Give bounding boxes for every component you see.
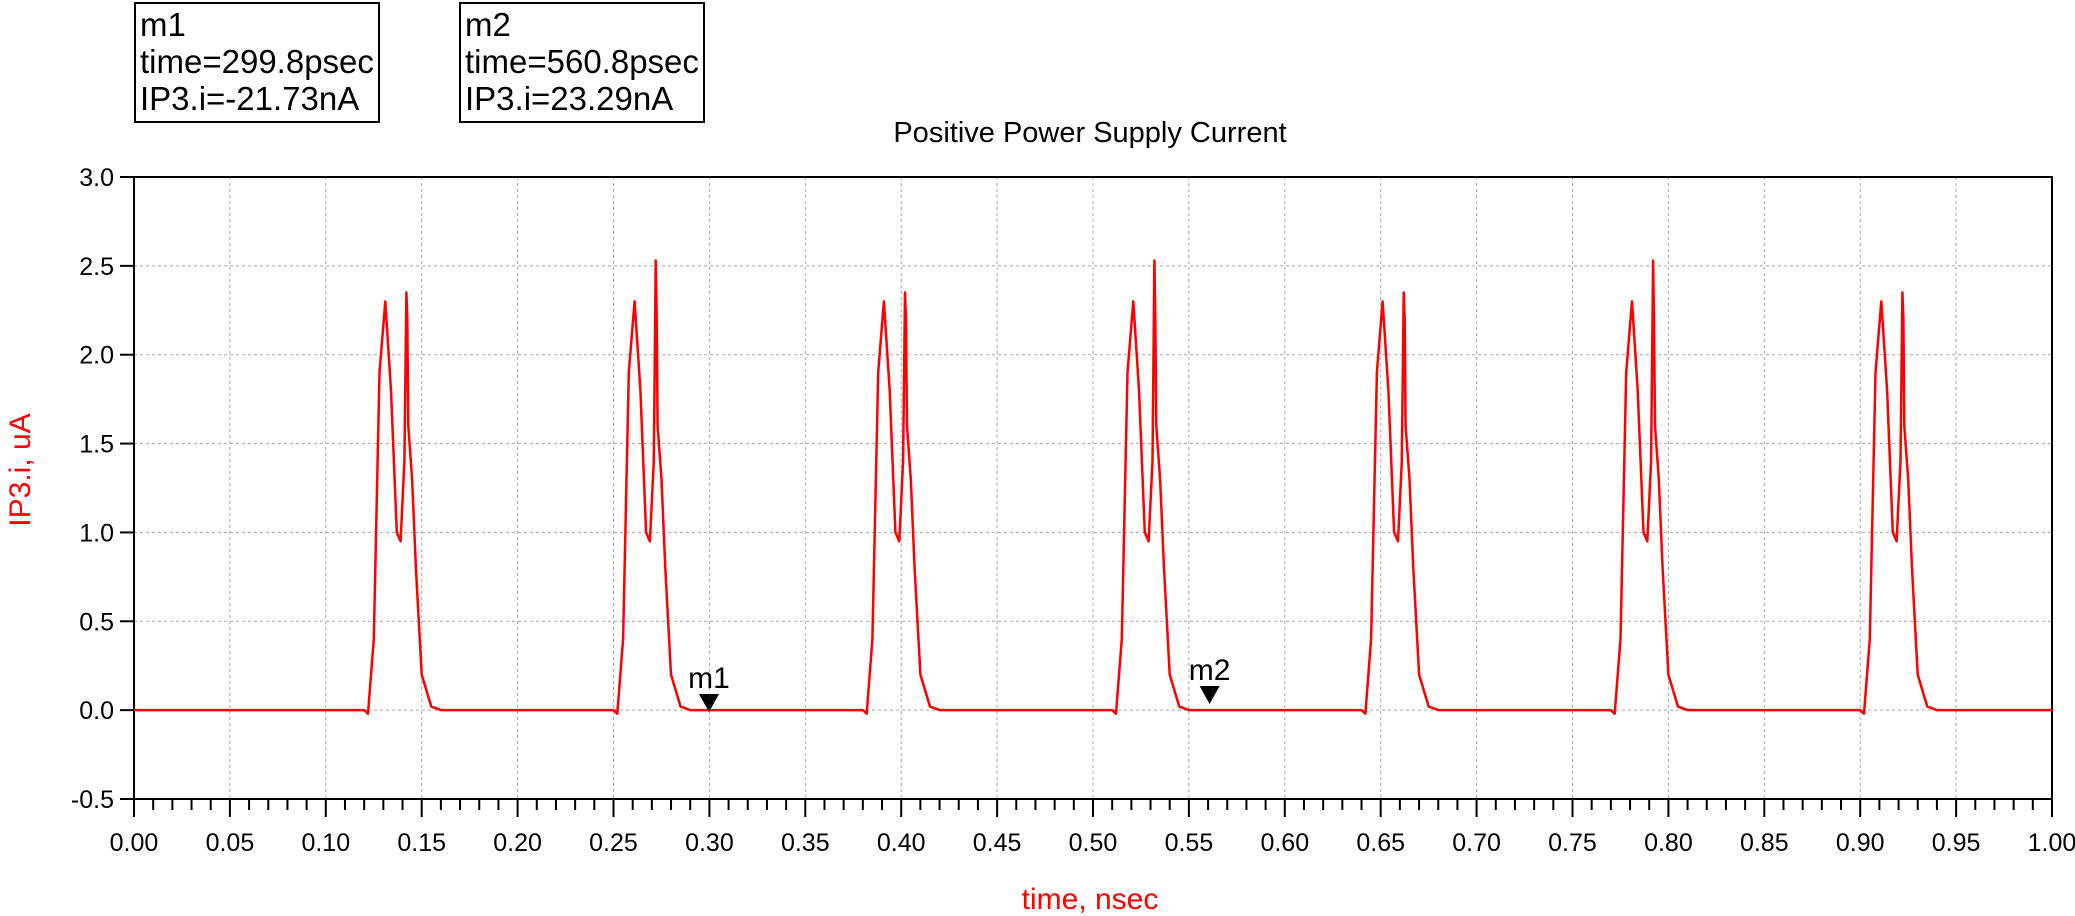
marker-triangle <box>699 694 720 713</box>
plot-frame <box>133 176 2053 800</box>
x-tick-label: 0.50 <box>1069 829 1118 857</box>
x-tick-label: 0.35 <box>781 829 830 857</box>
x-tick-label: 0.25 <box>589 829 638 857</box>
marker-name: m2 <box>465 6 511 43</box>
marker-time: time=560.8psec <box>465 43 699 80</box>
y-tick-label: 2.0 <box>79 342 114 370</box>
series-line <box>134 259 2052 715</box>
x-tick-label: 0.90 <box>1836 829 1885 857</box>
x-tick-label: 0.45 <box>973 829 1022 857</box>
y-tick-label: 0.5 <box>79 608 114 636</box>
y-tick-label: 2.5 <box>79 253 114 281</box>
x-tick-label: 0.40 <box>877 829 926 857</box>
x-tick-label: 0.00 <box>110 829 159 857</box>
y-tick-label: 3.0 <box>79 164 114 192</box>
x-tick-label: 0.15 <box>397 829 446 857</box>
marker-value: IP3.i=-21.73nA <box>140 80 360 117</box>
marker-time: time=299.8psec <box>140 43 374 80</box>
marker-name: m1 <box>140 6 186 43</box>
chart-title: Positive Power Supply Current <box>893 117 1286 149</box>
y-tick-label: -0.5 <box>71 786 114 814</box>
x-tick-label: 0.30 <box>685 829 734 857</box>
x-tick-label: 0.60 <box>1260 829 1309 857</box>
x-tick-label: 0.70 <box>1452 829 1501 857</box>
y-tick-label: 1.5 <box>79 431 114 459</box>
y-tick-label: 0.0 <box>79 697 114 725</box>
y-axis-label: IP3.i, uA <box>4 413 37 526</box>
x-tick-label: 0.10 <box>301 829 350 857</box>
x-tick-label: 0.55 <box>1165 829 1214 857</box>
x-tick-label: 0.75 <box>1548 829 1597 857</box>
marker-triangle <box>1199 686 1220 705</box>
x-tick-label: 0.65 <box>1356 829 1405 857</box>
x-tick-label: 0.20 <box>493 829 542 857</box>
marker-readout-m1: m1 time=299.8psec IP3.i=-21.73nA <box>134 2 380 123</box>
x-tick-label: 0.95 <box>1932 829 1981 857</box>
x-tick-label: 0.05 <box>206 829 255 857</box>
marker-readout-m2: m2 time=560.8psec IP3.i=23.29nA <box>459 2 705 123</box>
x-tick-label: 0.85 <box>1740 829 1789 857</box>
y-tick-label: 1.0 <box>79 519 114 547</box>
marker-label: m1 <box>688 662 730 695</box>
x-axis-label: time, nsec <box>1022 883 1159 916</box>
x-tick-label: 0.80 <box>1644 829 1693 857</box>
marker-value: IP3.i=23.29nA <box>465 80 674 117</box>
marker-label: m2 <box>1189 654 1231 687</box>
x-tick-label: 1.00 <box>2028 829 2075 857</box>
